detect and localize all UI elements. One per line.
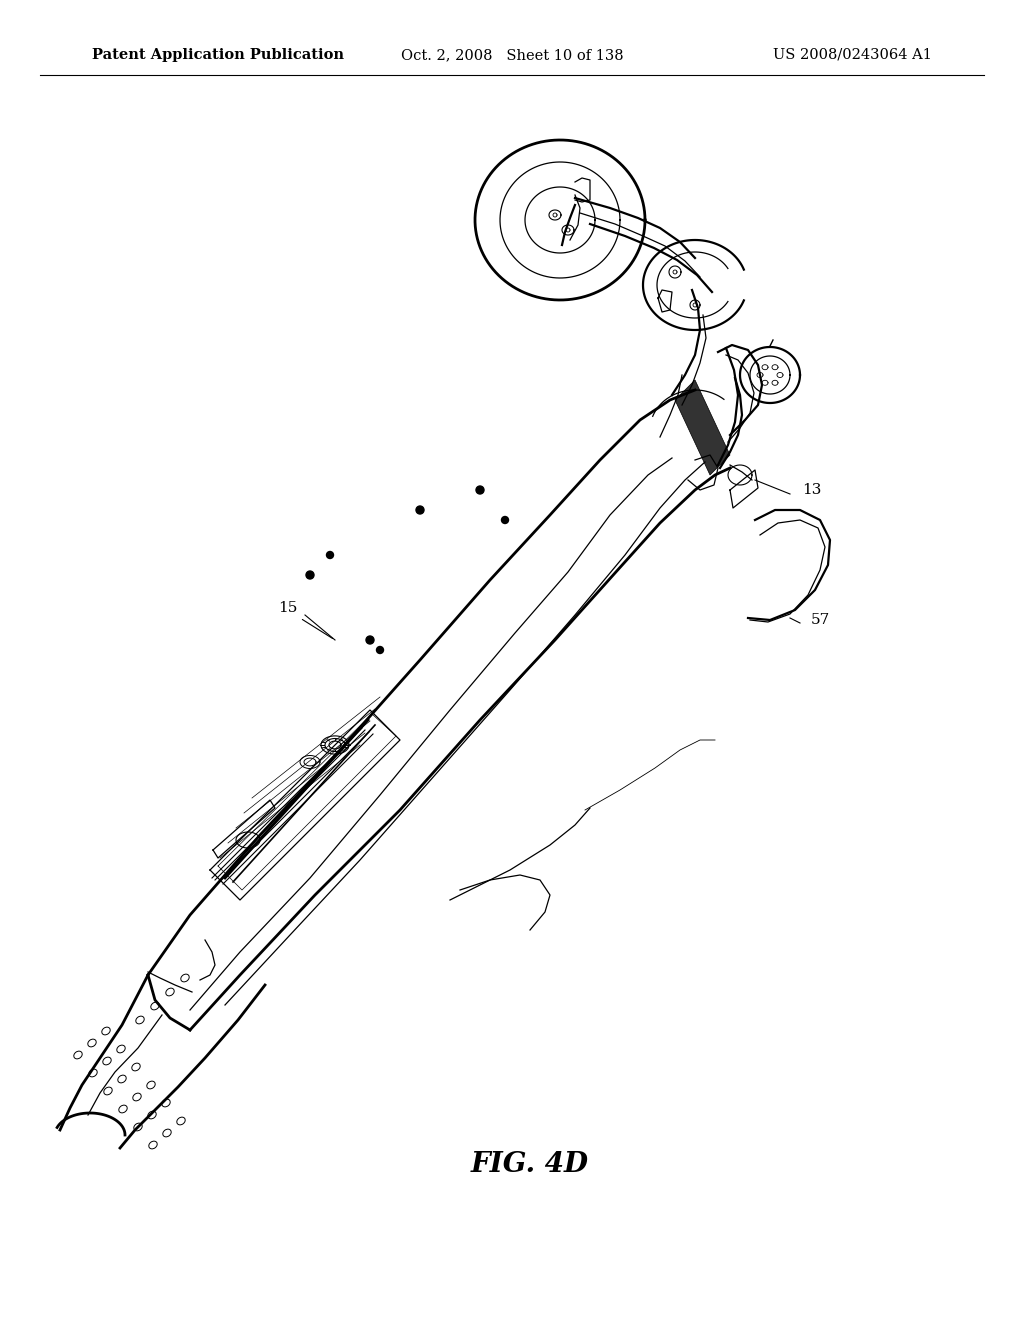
Text: 15: 15 — [279, 601, 298, 615]
Text: US 2008/0243064 A1: US 2008/0243064 A1 — [773, 48, 932, 62]
Circle shape — [416, 506, 424, 513]
Text: Oct. 2, 2008   Sheet 10 of 138: Oct. 2, 2008 Sheet 10 of 138 — [400, 48, 624, 62]
Circle shape — [377, 647, 384, 653]
Circle shape — [366, 636, 374, 644]
Circle shape — [502, 516, 509, 524]
Text: 57: 57 — [810, 612, 829, 627]
Circle shape — [476, 486, 484, 494]
Circle shape — [327, 552, 334, 558]
Text: FIG. 4D: FIG. 4D — [471, 1151, 589, 1179]
Polygon shape — [675, 380, 730, 475]
Text: 13: 13 — [803, 483, 821, 498]
Text: Patent Application Publication: Patent Application Publication — [92, 48, 344, 62]
Circle shape — [306, 572, 314, 579]
